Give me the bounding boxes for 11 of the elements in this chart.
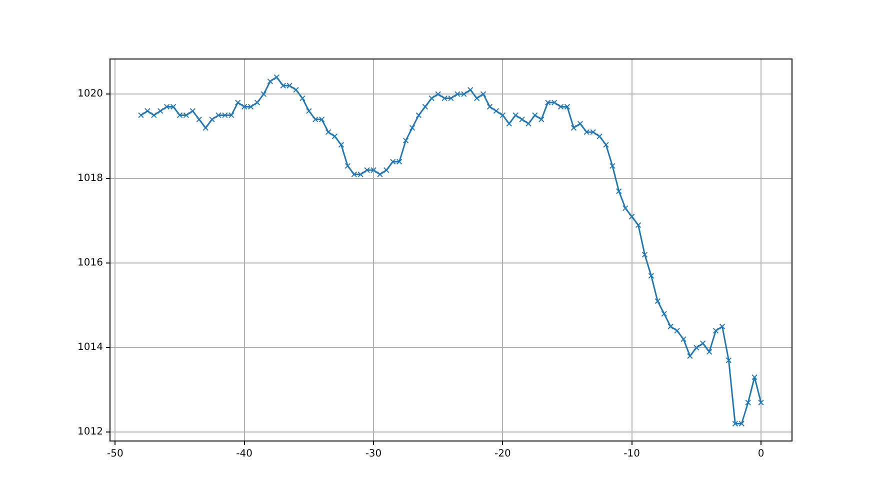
y-tick-label: 1020 [78,88,103,100]
x-tick-label: 0 [758,448,764,460]
x-tick-label: -40 [236,448,253,460]
y-tick-label: 1014 [78,342,103,354]
y-tick-label: 1016 [78,258,103,269]
y-tick-label: 1012 [78,426,103,438]
x-tick-label: -30 [365,448,382,460]
x-tick-label: -10 [624,448,640,460]
x-tick-label: -20 [494,448,511,460]
x-tick-label: -50 [106,448,124,460]
y-tick-label: 1018 [78,173,103,184]
